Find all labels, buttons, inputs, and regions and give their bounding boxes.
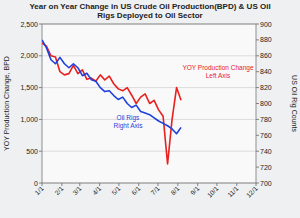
tick bbox=[177, 183, 178, 186]
y2-axis-label: US Oil Rig Counts bbox=[290, 75, 298, 132]
x-tick-label: 3/1 bbox=[71, 184, 83, 196]
y-tick-label: 500 bbox=[26, 148, 38, 155]
tick bbox=[216, 183, 217, 186]
plot-frame bbox=[42, 24, 256, 183]
tick bbox=[61, 183, 62, 186]
tick bbox=[256, 151, 259, 152]
x-tick-label: 10/1 bbox=[206, 184, 220, 198]
series-group bbox=[42, 40, 181, 164]
x-tick-label: 7/1 bbox=[149, 184, 161, 196]
annotation: Left Axis bbox=[206, 72, 231, 79]
x-tick-label: 9/1 bbox=[189, 184, 201, 196]
tick bbox=[256, 39, 259, 40]
tick bbox=[256, 87, 259, 88]
annotation: YOY Production Change bbox=[182, 64, 253, 72]
tick bbox=[256, 103, 259, 104]
y2-tick-label: 700 bbox=[260, 180, 272, 187]
tick bbox=[39, 183, 42, 184]
y2-tick-label: 760 bbox=[260, 132, 272, 139]
tick bbox=[256, 135, 259, 136]
tick bbox=[256, 167, 259, 168]
grid-line bbox=[42, 151, 256, 152]
tick bbox=[79, 183, 80, 186]
y2-tick-label: 900 bbox=[260, 21, 272, 28]
grid-line bbox=[42, 55, 256, 56]
tick bbox=[256, 119, 259, 120]
x-tick-label: 5/1 bbox=[110, 184, 122, 196]
y2-tick-label: 800 bbox=[260, 100, 272, 107]
grid-line bbox=[42, 87, 256, 88]
tick bbox=[99, 183, 100, 186]
y2-tick-label: 720 bbox=[260, 164, 272, 171]
chart-wrap: Year on Year Change in US Crude Oil Prod… bbox=[0, 0, 300, 218]
y2-tick-label: 860 bbox=[260, 52, 272, 59]
tick bbox=[39, 119, 42, 120]
tick bbox=[39, 87, 42, 88]
grid-line bbox=[42, 119, 256, 120]
tick bbox=[138, 183, 139, 186]
tick bbox=[236, 183, 237, 186]
tick bbox=[118, 183, 119, 186]
tick bbox=[157, 183, 158, 186]
tick bbox=[256, 183, 257, 186]
annotation: Oil Rigs bbox=[117, 114, 141, 122]
tick bbox=[256, 55, 259, 56]
tick bbox=[256, 24, 259, 25]
series-line bbox=[42, 40, 181, 134]
tick bbox=[39, 24, 42, 25]
tick bbox=[39, 55, 42, 56]
annotation: Right Axis bbox=[114, 122, 144, 130]
tick bbox=[197, 183, 198, 186]
tick bbox=[39, 151, 42, 152]
plot-bg bbox=[42, 24, 256, 183]
y2-tick-label: 820 bbox=[260, 84, 272, 91]
x-tick-label: 4/1 bbox=[91, 184, 103, 196]
tick bbox=[256, 183, 259, 184]
x-tick-label: 11/1 bbox=[226, 184, 240, 198]
y-tick-label: 1,000 bbox=[20, 116, 38, 123]
x-tick-label: 6/1 bbox=[130, 184, 142, 196]
x-tick-label: 12/1 bbox=[245, 184, 259, 198]
x-tick-label: 8/1 bbox=[169, 184, 181, 196]
y-tick-label: 2,000 bbox=[20, 52, 38, 59]
chart-svg: 0 500 1,000 1,500 2,000 2,500 700 720 740 760 780 8… bbox=[0, 0, 300, 218]
y-tick-label: 1,500 bbox=[20, 84, 38, 91]
tick bbox=[256, 71, 259, 72]
title: Year on Year Change in US Crude Oil Prod… bbox=[20, 2, 280, 20]
y2-tick-label: 740 bbox=[260, 148, 272, 155]
y2-tick-label: 840 bbox=[260, 68, 272, 75]
x-tick-label: 1/1 bbox=[33, 184, 45, 196]
y-tick-label: 0 bbox=[34, 180, 38, 187]
y2-tick-label: 880 bbox=[260, 36, 272, 43]
tick bbox=[42, 183, 43, 186]
x-tick-label: 2/1 bbox=[53, 184, 65, 196]
y-axis-label: YOY Production Change, BPD bbox=[3, 56, 11, 151]
y2-tick-label: 780 bbox=[260, 116, 272, 123]
y-tick-label: 2,500 bbox=[20, 21, 38, 28]
